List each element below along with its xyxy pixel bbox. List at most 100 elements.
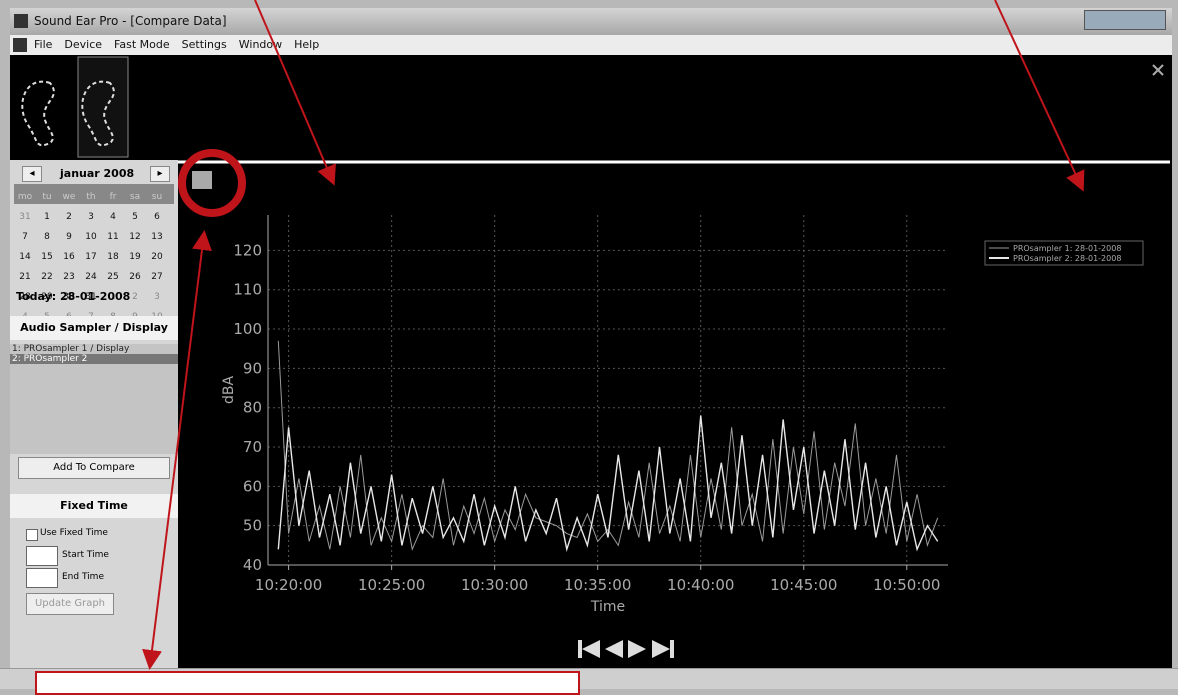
day[interactable]: 17	[85, 252, 97, 262]
series-line	[277, 415, 939, 553]
day[interactable]: 11	[107, 232, 119, 242]
x-tick-label: 10:30:00	[461, 576, 528, 594]
y-tick-label: 90	[243, 359, 262, 377]
x-axis-label: Time	[590, 599, 625, 615]
day[interactable]: 8	[44, 232, 50, 242]
day[interactable]: 31	[19, 212, 31, 222]
day[interactable]: 9	[66, 232, 72, 242]
today[interactable]: Today: 28-01-2008	[16, 290, 131, 303]
update-graph[interactable]: Update Graph	[26, 593, 114, 615]
day[interactable]: 30	[63, 292, 75, 302]
list-item[interactable]: 1: PROsampler 1 / Display	[12, 344, 130, 354]
weekday: mo	[17, 192, 33, 202]
y-tick-label: 40	[243, 556, 262, 574]
menu-item[interactable]: File	[34, 38, 53, 51]
sampler-list: 1: PROsampler 1 / Display 2: PROsampler …	[10, 344, 178, 454]
day[interactable]: 21	[19, 272, 31, 282]
legend	[984, 240, 1144, 266]
day[interactable]: 27	[151, 272, 163, 282]
menu-item[interactable]: Settings	[181, 38, 227, 51]
day[interactable]: 18	[107, 252, 119, 262]
day[interactable]: 20	[151, 252, 163, 262]
day[interactable]: 16	[63, 252, 75, 262]
day[interactable]: 3	[88, 212, 94, 222]
day[interactable]: 29	[41, 292, 53, 302]
day[interactable]: 3	[154, 292, 160, 302]
day[interactable]: 19	[129, 252, 141, 262]
list-item[interactable]: 2: PROsampler 2	[10, 354, 178, 364]
day[interactable]: 28	[19, 292, 31, 302]
x-tick-label: 10:25:00	[358, 576, 425, 594]
day[interactable]: 1	[44, 212, 50, 222]
day[interactable]: 15	[41, 252, 53, 262]
day[interactable]: 25	[107, 272, 119, 282]
weekday: tu	[42, 192, 52, 202]
series-line	[277, 340, 939, 551]
weekday: we	[62, 192, 76, 202]
x-tick-label: 10:45:00	[770, 576, 837, 594]
next-button[interactable]	[628, 640, 646, 658]
legend-label: PROsampler 2: 28-01-2008	[1013, 254, 1121, 263]
menu-item[interactable]: Help	[294, 38, 320, 51]
month: januar 2008	[60, 167, 135, 180]
day[interactable]: 1	[110, 292, 116, 302]
week-row: 14 15 16 17 18 19 20	[14, 244, 174, 264]
menu-item[interactable]: Window	[238, 38, 283, 51]
day[interactable]: 22	[41, 272, 53, 282]
x-tick-label: 10:40:00	[667, 576, 734, 594]
menu-bar: File Device Fast Mode Settings Window Help	[10, 35, 1172, 55]
end-input[interactable]	[26, 568, 58, 588]
legend-label: PROsampler 1: 28-01-2008	[1013, 244, 1121, 253]
day[interactable]: 10	[85, 232, 97, 242]
y-tick-label: 100	[233, 320, 262, 338]
menu-item[interactable]: Device	[64, 38, 103, 51]
day[interactable]: 24	[85, 272, 97, 282]
day[interactable]: 4	[110, 212, 116, 222]
last-button[interactable]	[652, 640, 674, 658]
menu-icon	[13, 38, 27, 52]
close-icon[interactable]	[1152, 64, 1164, 76]
day[interactable]: 2	[66, 212, 72, 222]
window-title: Sound Ear Pro - [Compare Data]	[34, 14, 227, 28]
menu-item[interactable]: Fast Mode	[114, 38, 170, 51]
y-tick-label: 50	[243, 517, 262, 535]
input-label: Start Time	[62, 550, 109, 560]
day[interactable]: 12	[129, 232, 141, 242]
playback-controls	[578, 640, 674, 658]
day[interactable]: 23	[63, 272, 75, 282]
day[interactable]: 7	[22, 232, 28, 242]
day[interactable]: 5	[132, 212, 138, 222]
day[interactable]: 13	[151, 232, 163, 242]
y-tick-label: 110	[233, 281, 262, 299]
thumb-frame[interactable]	[77, 56, 129, 158]
day[interactable]: 26	[129, 272, 141, 282]
y-tick-label: 80	[243, 399, 262, 417]
day[interactable]: 6	[154, 212, 160, 222]
y-tick-label: 60	[243, 477, 262, 495]
first-button[interactable]	[578, 640, 600, 658]
day[interactable]: 31	[85, 292, 97, 302]
ear-icon	[81, 80, 115, 147]
y-tick-label: 120	[233, 241, 262, 259]
day[interactable]: 14	[19, 252, 31, 262]
start-input[interactable]	[26, 546, 58, 566]
folder-icon[interactable]	[192, 171, 212, 189]
week-row: 31 1 2 3 4 5 6	[14, 204, 174, 224]
window-controls[interactable]	[1084, 10, 1166, 30]
week-row: 21 22 23 24 25 26 27	[14, 264, 174, 284]
input-label: End Time	[62, 572, 104, 582]
prev-button[interactable]	[605, 640, 623, 658]
weekday-row: mo tu we th fr sa su	[14, 184, 174, 204]
sidebar: ◂ januar 2008 ▸ mo tu we th fr sa su 31 1 2 3 4 5 6 7 8…	[10, 160, 178, 668]
prev-month[interactable]: ◂	[22, 166, 42, 182]
add-to-compare[interactable]: Add To Compare	[18, 457, 170, 479]
x-tick-label: 10:50:00	[873, 576, 940, 594]
next-month[interactable]: ▸	[150, 166, 170, 182]
weekday: fr	[109, 192, 117, 202]
app-icon	[14, 14, 28, 28]
day[interactable]: 2	[132, 292, 138, 302]
checkbox-label: Use Fixed Time	[40, 528, 108, 538]
x-tick-label: 10:35:00	[564, 576, 631, 594]
checkbox[interactable]	[26, 529, 38, 541]
